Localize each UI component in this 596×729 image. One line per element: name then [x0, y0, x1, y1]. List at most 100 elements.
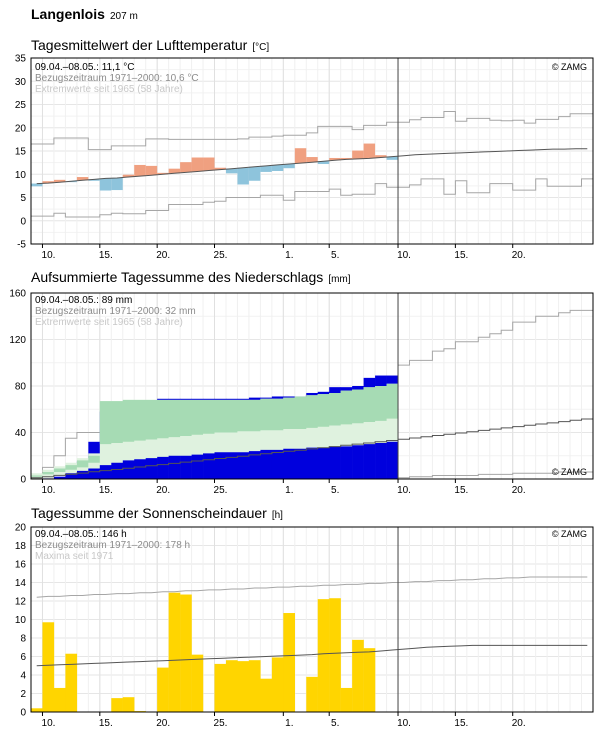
- y-tick-label: 10: [15, 170, 27, 181]
- y-tick-label: 14: [15, 578, 27, 589]
- temp-anomaly-bar: [225, 168, 238, 174]
- temp-anomaly-bar: [122, 174, 135, 178]
- temperature-title: Tagesmittelwert der Lufttemperatur [°C]: [31, 37, 269, 53]
- sunshine-reference: Bezugszeitraum 1971–2000: 178 h: [35, 540, 190, 551]
- y-tick-label: 25: [15, 100, 27, 111]
- normal-line: [36, 644, 588, 667]
- x-tick-label: 15.: [454, 485, 468, 496]
- temp-anomaly-bar: [214, 167, 226, 170]
- sunshine-title: Tagessumme der Sonnenscheindauer [h]: [31, 505, 283, 521]
- temp-anomaly-bar: [134, 164, 146, 177]
- temp-anomaly-bar: [283, 164, 295, 169]
- temp-anomaly-bar: [145, 165, 158, 176]
- sunshine-extremes: Maxima seit 1971: [35, 551, 114, 562]
- precipitation-period: 09.04.–08.05.: 89 mm: [35, 295, 132, 306]
- x-tick-label: 5.: [331, 485, 339, 496]
- y-tick-label: 12: [15, 597, 27, 608]
- x-tick-label: 25.: [214, 718, 228, 729]
- extreme-max-line: [36, 576, 588, 598]
- temp-anomaly-bar: [191, 157, 204, 172]
- temp-anomaly-bar: [340, 157, 353, 160]
- temperature-unit: [°C]: [252, 42, 269, 53]
- x-tick-label: 1.: [285, 485, 293, 496]
- x-tick-label: 10.: [397, 250, 411, 261]
- x-tick-label: 15.: [454, 718, 468, 729]
- sunshine-bar: [214, 663, 227, 712]
- temp-anomaly-bar: [42, 181, 54, 184]
- precip-cumulative-bar: [53, 476, 66, 479]
- temperature-period: 09.04.–08.05.: 11,1 °C: [35, 62, 134, 73]
- y-tick-label: 5: [20, 193, 26, 204]
- sunshine-bar: [260, 678, 273, 712]
- x-tick-label: 15.: [99, 718, 113, 729]
- precipitation-plot: 0 40 80 120 160 10. 15. 20. 25. 1. 5. 10. 15. 20.: [9, 289, 594, 496]
- temp-anomaly-bar: [363, 143, 376, 159]
- x-tick-label: 20.: [156, 250, 170, 261]
- temp-anomaly-bar: [271, 164, 284, 171]
- x-tick-label: 10.: [397, 485, 411, 496]
- precipitation-title: Aufsummierte Tagessumme des Niederschlag…: [31, 269, 351, 285]
- sunshine-bar: [248, 660, 261, 712]
- sunshine-bar: [283, 613, 295, 712]
- y-tick-label: 4: [20, 671, 26, 682]
- y-tick-label: 20: [15, 523, 27, 534]
- sunshine-bar: [180, 594, 192, 712]
- x-tick-label: 1.: [285, 250, 293, 261]
- temperature-title-text: Tagesmittelwert der Lufttemperatur: [31, 37, 248, 53]
- plot-frame: [30, 57, 594, 245]
- x-tick-label: 15.: [454, 250, 468, 261]
- precipitation-reference: Bezugszeitraum 1971–2000: 32 mm: [35, 306, 196, 317]
- sunshine-bar: [306, 676, 318, 712]
- x-tick-label: 20.: [156, 718, 170, 729]
- plot-frame: [30, 292, 594, 480]
- y-tick-label: -5: [17, 240, 26, 251]
- x-tick-label: 10.: [42, 485, 56, 496]
- temp-anomaly-bar: [294, 148, 307, 164]
- temp-anomaly-bar: [306, 157, 318, 163]
- sunshine-bar: [53, 687, 66, 712]
- temp-anomaly-bar: [386, 156, 399, 160]
- x-tick-label: 5.: [331, 250, 339, 261]
- temp-anomaly-bar: [375, 155, 387, 158]
- sunshine-bar: [122, 697, 135, 712]
- plot-frame: [30, 526, 594, 713]
- sunshine-title-text: Tagessumme der Sonnenscheindauer: [31, 505, 267, 521]
- x-tick-label: 15.: [99, 485, 113, 496]
- temp-anomaly-bar: [168, 168, 181, 174]
- extreme-max-line: [31, 111, 593, 151]
- temperature-reference: Bezugszeitraum 1971–2000: 10,6 °C: [35, 73, 199, 84]
- temp-anomaly-bar: [88, 179, 100, 181]
- temperature-copyright: © ZAMG: [552, 62, 587, 72]
- sunshine-bar: [317, 599, 330, 712]
- sunshine-bar: [168, 592, 181, 712]
- temp-anomaly-bar: [260, 165, 272, 172]
- y-tick-label: 160: [9, 289, 26, 300]
- y-tick-label: 16: [15, 560, 27, 571]
- y-tick-label: 40: [15, 428, 27, 439]
- station-elevation: 207 m: [110, 11, 138, 22]
- temp-anomaly-bar: [203, 157, 215, 171]
- sunshine-copyright: © ZAMG: [552, 529, 587, 539]
- y-tick-label: 15: [15, 147, 27, 158]
- precipitation-copyright: © ZAMG: [552, 467, 587, 477]
- normal-line: [31, 418, 593, 479]
- y-tick-label: 80: [15, 382, 27, 393]
- x-tick-label: 25.: [214, 250, 228, 261]
- x-tick-label: 10.: [42, 250, 56, 261]
- extreme-min-line: [31, 178, 593, 218]
- y-tick-label: 18: [15, 541, 27, 552]
- sunshine-plot: 0 2 4 6 8 10 12 14 16 18 20 10. 15. 20. 25. 1. 5. 10. 15. 2…: [15, 523, 594, 729]
- sunshine-bar: [363, 648, 376, 712]
- temp-anomaly-bar: [31, 183, 43, 187]
- x-tick-label: 10.: [42, 718, 56, 729]
- sunshine-bar: [42, 622, 55, 712]
- y-tick-label: 2: [20, 689, 26, 700]
- x-tick-label: 15.: [99, 250, 113, 261]
- y-tick-label: 0: [20, 708, 26, 719]
- x-tick-label: 5.: [331, 718, 339, 729]
- temp-anomaly-bar: [111, 177, 123, 191]
- precipitation-unit: [mm]: [328, 274, 350, 285]
- x-tick-label: 20.: [512, 718, 526, 729]
- temp-anomaly-bar: [76, 177, 89, 181]
